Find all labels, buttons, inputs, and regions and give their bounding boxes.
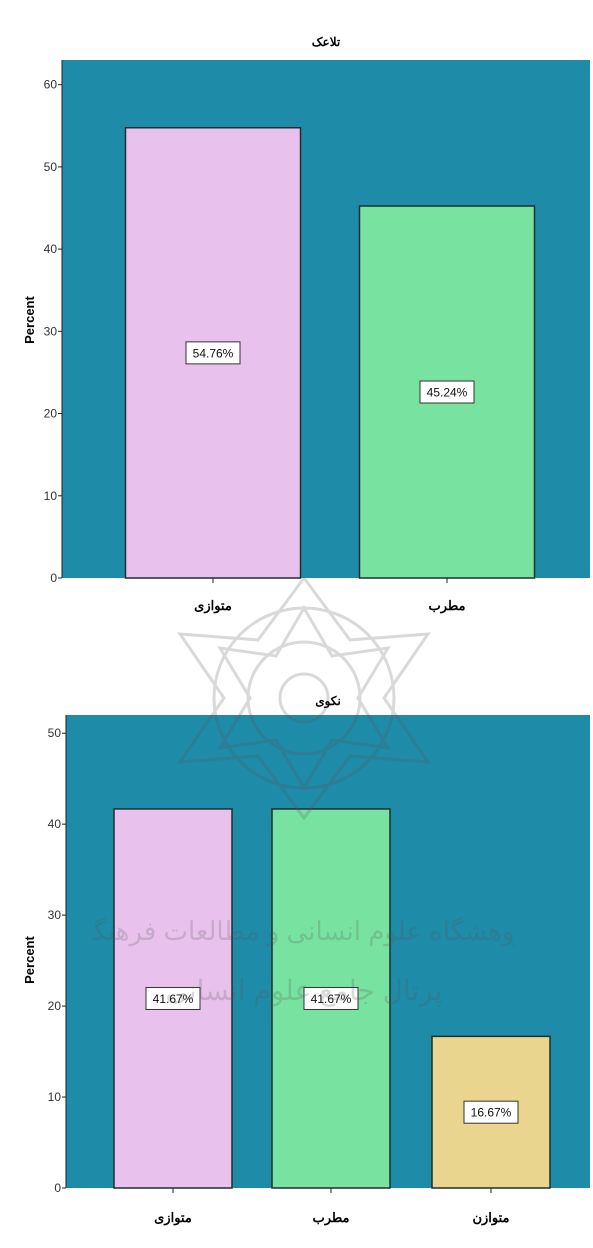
- y-tick-label: 40: [44, 242, 58, 256]
- data-label: 41.67%: [311, 992, 352, 1006]
- y-tick-label: 0: [50, 571, 57, 585]
- category-label: متوازن: [472, 1210, 509, 1226]
- y-tick-label: 10: [48, 1090, 62, 1104]
- chart-title: تلاعک: [312, 35, 341, 49]
- y-tick-label: 60: [44, 78, 58, 92]
- y-tick-label: 50: [44, 160, 58, 174]
- data-label: 16.67%: [471, 1106, 512, 1120]
- category-label: مطرب: [312, 1210, 349, 1226]
- y-tick-label: 50: [48, 726, 62, 740]
- y-axis-label: Percent: [22, 935, 37, 983]
- chart-title: نکوی: [315, 694, 341, 709]
- category-label: مطرب: [428, 598, 465, 614]
- category-label: متوازی: [154, 1210, 192, 1226]
- data-label: 41.67%: [153, 992, 194, 1006]
- data-label: 54.76%: [193, 346, 234, 360]
- y-tick-label: 30: [48, 908, 62, 922]
- y-tick-label: 20: [44, 407, 58, 421]
- category-label: متوازی: [194, 598, 232, 614]
- y-tick-label: 0: [54, 1181, 61, 1195]
- y-tick-label: 10: [44, 489, 58, 503]
- chart-2: نکوی 0 10 20 30 40 50 Percent 41.67% متوازی 41.67%…: [22, 694, 590, 1226]
- y-tick-label: 30: [44, 324, 58, 338]
- y-tick-label: 40: [48, 817, 62, 831]
- y-axis-label: Percent: [22, 295, 37, 343]
- chart-1: تلاعک 0 10 20 30 40 50 60 Percent 54.76% متوازی 45.…: [22, 35, 590, 614]
- data-label: 45.24%: [427, 386, 468, 400]
- y-tick-label: 20: [48, 999, 62, 1013]
